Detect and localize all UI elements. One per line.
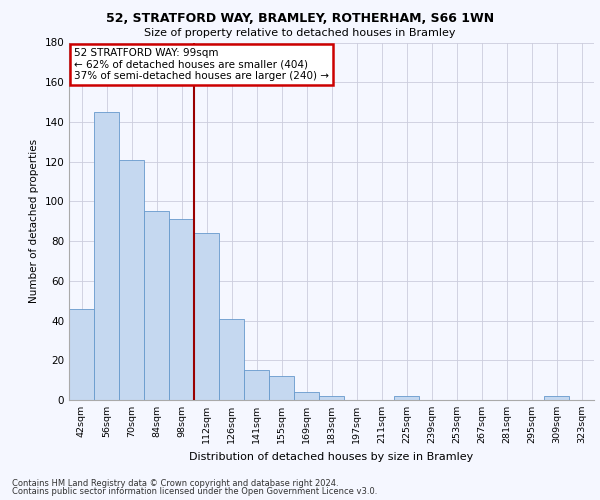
Text: Contains public sector information licensed under the Open Government Licence v3: Contains public sector information licen…	[12, 487, 377, 496]
Y-axis label: Number of detached properties: Number of detached properties	[29, 139, 39, 304]
Text: 52, STRATFORD WAY, BRAMLEY, ROTHERHAM, S66 1WN: 52, STRATFORD WAY, BRAMLEY, ROTHERHAM, S…	[106, 12, 494, 26]
Bar	[69, 308, 94, 400]
Bar	[294, 392, 319, 400]
Bar	[144, 212, 169, 400]
Bar	[319, 396, 344, 400]
Text: 52 STRATFORD WAY: 99sqm
← 62% of detached houses are smaller (404)
37% of semi-d: 52 STRATFORD WAY: 99sqm ← 62% of detache…	[74, 48, 329, 81]
Bar	[119, 160, 144, 400]
Text: Contains HM Land Registry data © Crown copyright and database right 2024.: Contains HM Land Registry data © Crown c…	[12, 478, 338, 488]
Bar	[394, 396, 419, 400]
Bar	[544, 396, 569, 400]
Bar	[269, 376, 294, 400]
X-axis label: Distribution of detached houses by size in Bramley: Distribution of detached houses by size …	[190, 452, 473, 462]
Bar	[219, 318, 244, 400]
Text: Size of property relative to detached houses in Bramley: Size of property relative to detached ho…	[144, 28, 456, 38]
Bar	[194, 233, 219, 400]
Bar	[169, 220, 194, 400]
Bar	[244, 370, 269, 400]
Bar	[94, 112, 119, 400]
